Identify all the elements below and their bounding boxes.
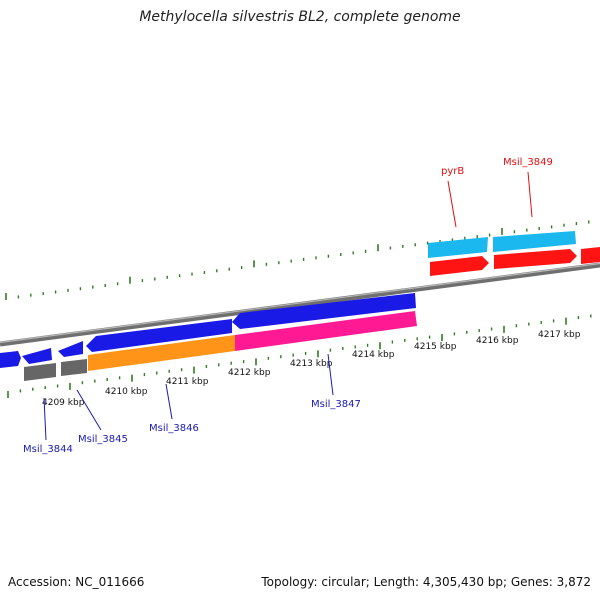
inner-tick-row [7, 314, 592, 398]
map-title: Methylocella silvestris BL2, complete ge… [139, 9, 461, 25]
gene-cds-orange-1[interactable] [88, 335, 235, 371]
kbp-label: 4209 kbp [42, 398, 85, 408]
kbp-label: 4211 kbp [166, 377, 209, 387]
gene-cds-blue-1[interactable] [0, 351, 21, 368]
gene-cds-gray-1[interactable] [24, 363, 56, 381]
kbp-label: 4213 kbp [290, 359, 333, 369]
gene-cds-blue-4[interactable] [86, 319, 232, 352]
gene-label-msil-3846[interactable]: Msil_3846 [149, 423, 199, 434]
callout-line-msil-3844 [43, 397, 47, 441]
gene-labels: pyrB Msil_3849 Msil_3847 Msil_3846 Msil_… [23, 157, 553, 455]
accession-label: Accession: NC_011666 [8, 575, 145, 589]
kbp-label: 4210 kbp [105, 387, 148, 397]
gene-cds-gray-2[interactable] [61, 359, 87, 376]
reverse-strand-cds-upper [0, 293, 416, 368]
callout-line-pyrb [447, 180, 457, 228]
kbp-label: 4212 kbp [228, 368, 271, 378]
genome-backbone-highlight [0, 262, 600, 344]
gene-label-msil-3844[interactable]: Msil_3844 [23, 444, 73, 455]
kbp-label: 4216 kbp [476, 336, 519, 346]
gene-cds-cyan-1[interactable] [428, 237, 488, 258]
kbp-label: 4217 kbp [538, 330, 581, 340]
callout-line-msil-3847 [327, 353, 334, 396]
genome-summary: Topology: circular; Length: 4,305,430 bp… [261, 575, 591, 589]
kbp-scale: 4209 kbp 4210 kbp 4211 kbp 4212 kbp 4213… [42, 330, 581, 408]
gene-cds-cyan-2[interactable] [493, 231, 576, 252]
gene-label-msil-3849[interactable]: Msil_3849 [503, 157, 553, 168]
gene-cds-pink-1[interactable] [235, 311, 417, 351]
gene-label-msil-3845[interactable]: Msil_3845 [78, 434, 128, 445]
callout-line-msil-3849 [527, 171, 533, 218]
gene-cds-red-3[interactable] [581, 247, 600, 264]
genome-backbone [0, 262, 600, 347]
gene-cds-red-1[interactable] [430, 256, 489, 276]
callout-line-msil-3845 [76, 389, 102, 431]
gene-label-msil-3847[interactable]: Msil_3847 [311, 399, 361, 410]
forward-strand-cds-upper [428, 231, 600, 276]
gene-callouts [43, 171, 533, 441]
callout-line-msil-3846 [165, 383, 173, 420]
kbp-label: 4215 kbp [414, 342, 457, 352]
reverse-strand-cds-lower [24, 311, 417, 381]
gene-label-pyrb[interactable]: pyrB [441, 166, 464, 177]
gene-cds-red-2[interactable] [494, 249, 577, 269]
kbp-label: 4214 kbp [352, 350, 395, 360]
gene-cds-blue-3[interactable] [58, 341, 83, 357]
gene-cds-blue-5[interactable] [232, 293, 416, 329]
gene-cds-blue-2[interactable] [22, 348, 52, 364]
